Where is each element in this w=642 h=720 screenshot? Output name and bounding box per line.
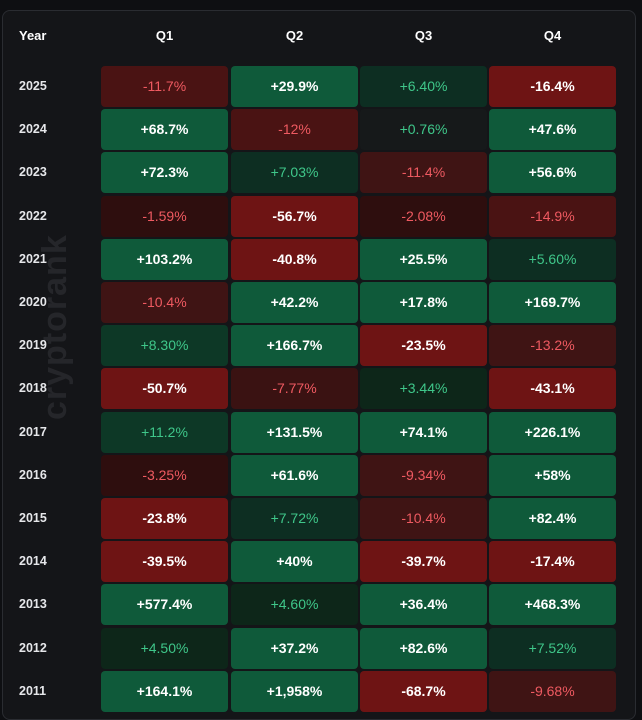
return-cell-q1[interactable]: +103.2%: [101, 239, 228, 280]
return-cell-q4[interactable]: +5.60%: [489, 239, 616, 280]
return-cell-q1[interactable]: -23.8%: [101, 498, 228, 539]
return-cell-q3[interactable]: +36.4%: [360, 584, 487, 625]
row-year-label: 2017: [19, 425, 47, 439]
return-cell-q1[interactable]: -1.59%: [101, 196, 228, 237]
return-cell-q1[interactable]: +8.30%: [101, 325, 228, 366]
row-year-label: 2019: [19, 338, 47, 352]
return-cell-q1[interactable]: +164.1%: [101, 671, 228, 712]
return-cell-q2[interactable]: +29.9%: [231, 66, 358, 107]
return-cell-q3[interactable]: -39.7%: [360, 541, 487, 582]
return-cell-q3[interactable]: -23.5%: [360, 325, 487, 366]
return-cell-q1[interactable]: -10.4%: [101, 282, 228, 323]
row-year-label: 2015: [19, 511, 47, 525]
return-cell-q1[interactable]: -50.7%: [101, 368, 228, 409]
return-cell-q3[interactable]: +6.40%: [360, 66, 487, 107]
return-cell-q1[interactable]: +4.50%: [101, 628, 228, 669]
return-cell-q1[interactable]: +11.2%: [101, 412, 228, 453]
return-cell-q3[interactable]: +0.76%: [360, 109, 487, 150]
return-cell-q4[interactable]: -16.4%: [489, 66, 616, 107]
return-cell-q2[interactable]: +131.5%: [231, 412, 358, 453]
return-cell-q3[interactable]: -9.34%: [360, 455, 487, 496]
return-cell-q4[interactable]: +169.7%: [489, 282, 616, 323]
row-year-label: 2016: [19, 468, 47, 482]
return-cell-q4[interactable]: +58%: [489, 455, 616, 496]
return-cell-q4[interactable]: +56.6%: [489, 152, 616, 193]
return-cell-q4[interactable]: +226.1%: [489, 412, 616, 453]
return-cell-q3[interactable]: +74.1%: [360, 412, 487, 453]
header-q4[interactable]: Q4: [543, 28, 562, 43]
return-cell-q4[interactable]: +7.52%: [489, 628, 616, 669]
return-cell-q1[interactable]: -39.5%: [101, 541, 228, 582]
row-year-label: 2023: [19, 165, 47, 179]
return-cell-q2[interactable]: -40.8%: [231, 239, 358, 280]
return-cell-q4[interactable]: -13.2%: [489, 325, 616, 366]
header-q2[interactable]: Q2: [285, 28, 304, 43]
row-year-label: 2020: [19, 295, 47, 309]
header-year: Year: [19, 28, 47, 43]
row-year-label: 2013: [19, 597, 47, 611]
return-cell-q3[interactable]: -10.4%: [360, 498, 487, 539]
watermark-logo: cryptorank: [36, 234, 74, 420]
row-year-label: 2024: [19, 122, 47, 136]
return-cell-q4[interactable]: -14.9%: [489, 196, 616, 237]
return-cell-q3[interactable]: +82.6%: [360, 628, 487, 669]
return-cell-q2[interactable]: +42.2%: [231, 282, 358, 323]
return-cell-q1[interactable]: +68.7%: [101, 109, 228, 150]
row-year-label: 2025: [19, 79, 47, 93]
return-cell-q1[interactable]: +577.4%: [101, 584, 228, 625]
return-cell-q4[interactable]: -9.68%: [489, 671, 616, 712]
return-cell-q2[interactable]: +1,958%: [231, 671, 358, 712]
row-year-label: 2021: [19, 252, 47, 266]
return-cell-q4[interactable]: +47.6%: [489, 109, 616, 150]
return-cell-q1[interactable]: -3.25%: [101, 455, 228, 496]
return-cell-q2[interactable]: +40%: [231, 541, 358, 582]
return-cell-q3[interactable]: -2.08%: [360, 196, 487, 237]
return-cell-q2[interactable]: -7.77%: [231, 368, 358, 409]
return-cell-q3[interactable]: -11.4%: [360, 152, 487, 193]
return-cell-q2[interactable]: +7.72%: [231, 498, 358, 539]
return-cell-q3[interactable]: -68.7%: [360, 671, 487, 712]
row-year-label: 2014: [19, 554, 47, 568]
return-cell-q1[interactable]: +72.3%: [101, 152, 228, 193]
return-cell-q3[interactable]: +25.5%: [360, 239, 487, 280]
header-q1[interactable]: Q1: [155, 28, 174, 43]
return-cell-q2[interactable]: +61.6%: [231, 455, 358, 496]
return-cell-q2[interactable]: +166.7%: [231, 325, 358, 366]
return-cell-q3[interactable]: +17.8%: [360, 282, 487, 323]
return-cell-q4[interactable]: +82.4%: [489, 498, 616, 539]
return-cell-q2[interactable]: +7.03%: [231, 152, 358, 193]
return-cell-q2[interactable]: -56.7%: [231, 196, 358, 237]
return-cell-q2[interactable]: +37.2%: [231, 628, 358, 669]
row-year-label: 2011: [19, 684, 47, 698]
return-cell-q4[interactable]: -17.4%: [489, 541, 616, 582]
return-cell-q3[interactable]: +3.44%: [360, 368, 487, 409]
return-cell-q2[interactable]: +4.60%: [231, 584, 358, 625]
row-year-label: 2018: [19, 381, 47, 395]
row-year-label: 2012: [19, 641, 47, 655]
row-year-label: 2022: [19, 209, 47, 223]
return-cell-q1[interactable]: -11.7%: [101, 66, 228, 107]
header-q3[interactable]: Q3: [414, 28, 433, 43]
return-cell-q4[interactable]: +468.3%: [489, 584, 616, 625]
return-cell-q2[interactable]: -12%: [231, 109, 358, 150]
return-cell-q4[interactable]: -43.1%: [489, 368, 616, 409]
